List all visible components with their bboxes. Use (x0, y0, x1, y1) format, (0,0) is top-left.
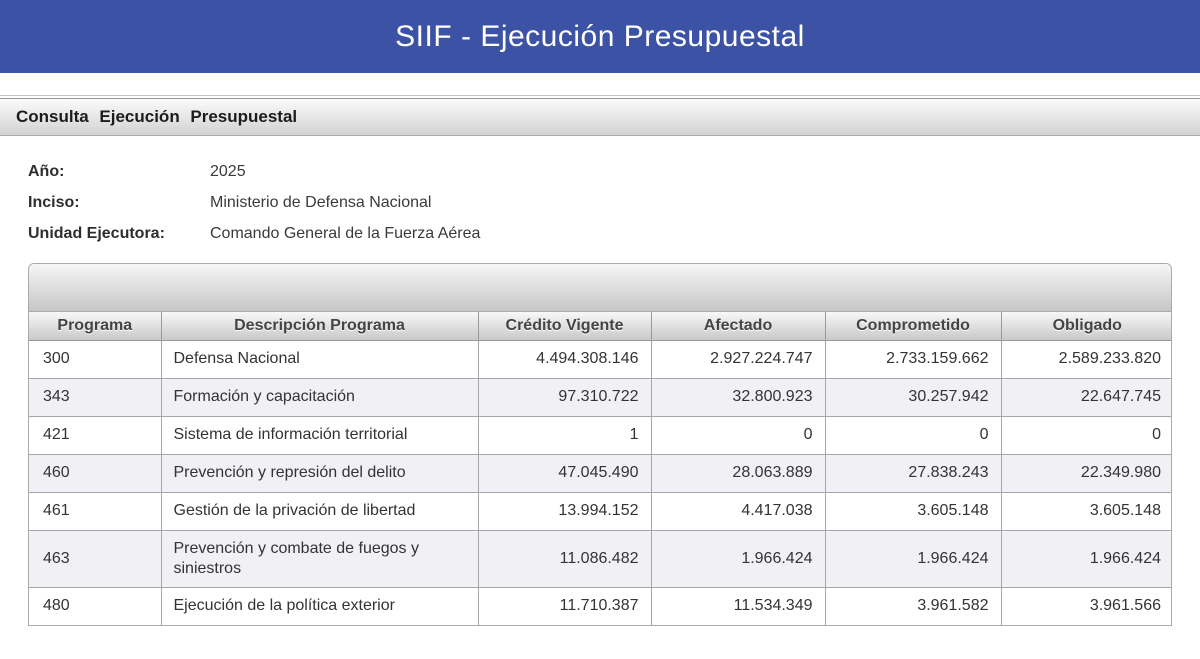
cell-credito-vigente: 11.086.482 (477, 530, 651, 588)
spacer (0, 96, 1200, 98)
cell-programa: 421 (29, 416, 161, 455)
table-row[interactable]: 463 Prevención y combate de fuegos y sini… (29, 530, 1171, 588)
cell-programa: 463 (29, 530, 161, 588)
filter-label: Unidad Ejecutora: (28, 224, 165, 242)
filters-panel: Año: 2025 Inciso: Ministerio de Defensa … (28, 156, 1200, 249)
cell-programa: 343 (29, 378, 161, 417)
app-header: SIIF - Ejecución Presupuestal (0, 0, 1200, 73)
filter-row-inciso: Inciso: Ministerio de Defensa Nacional (28, 187, 1200, 218)
filter-label: Año: (28, 162, 65, 180)
table-row[interactable]: 300 Defensa Nacional 4.494.308.146 2.927.22… (29, 340, 1171, 379)
filter-value: Comando General de la Fuerza Aérea (210, 224, 481, 242)
cell-afectado: 28.063.889 (650, 454, 825, 493)
cell-afectado: 32.800.923 (650, 378, 825, 417)
cell-afectado: 4.417.038 (650, 492, 825, 531)
cell-programa: 461 (29, 492, 161, 531)
column-header-descripcion-programa: Descripción Programa (160, 312, 478, 341)
filter-row-anio: Año: 2025 (28, 156, 1200, 187)
cell-obligado: 2.589.233.820 (1000, 340, 1171, 379)
table-top-band (29, 264, 1171, 312)
cell-afectado: 11.534.349 (650, 587, 825, 625)
cell-afectado: 2.927.224.747 (650, 340, 825, 379)
cell-descripcion: Prevención y combate de fuegos y siniest… (160, 530, 478, 588)
filter-row-unidad-ejecutora: Unidad Ejecutora: Comando General de la … (28, 218, 1200, 249)
table-row[interactable]: 343 Formación y capacitación 97.310.722 32.… (29, 378, 1171, 417)
cell-obligado: 3.961.566 (1000, 587, 1171, 625)
section-title: Consulta Ejecución Presupuestal (16, 107, 298, 126)
filter-value: Ministerio de Defensa Nacional (210, 193, 432, 211)
column-header-afectado: Afectado (650, 312, 825, 341)
cell-credito-vigente: 4.494.308.146 (477, 340, 651, 379)
cell-comprometido: 30.257.942 (824, 378, 1001, 417)
table-row[interactable]: 480 Ejecución de la política exterior 11.7… (29, 587, 1171, 625)
cell-comprometido: 1.966.424 (824, 530, 1001, 588)
divider-line (0, 95, 1200, 96)
cell-descripcion: Prevención y represión del delito (160, 454, 478, 493)
app-title: SIIF - Ejecución Presupuestal (395, 19, 805, 53)
cell-comprometido: 3.961.582 (824, 587, 1001, 625)
section-header: Consulta Ejecución Presupuestal (0, 98, 1200, 136)
cell-obligado: 3.605.148 (1000, 492, 1171, 531)
cell-comprometido: 27.838.243 (824, 454, 1001, 493)
cell-programa: 300 (29, 340, 161, 379)
cell-credito-vigente: 13.994.152 (477, 492, 651, 531)
table-row[interactable]: 461 Gestión de la privación de libertad 13… (29, 492, 1171, 531)
cell-credito-vigente: 97.310.722 (477, 378, 651, 417)
cell-programa: 460 (29, 454, 161, 493)
cell-obligado: 1.966.424 (1000, 530, 1171, 588)
table-header-row: Programa Descripción Programa Crédito Vi… (29, 312, 1171, 341)
column-header-comprometido: Comprometido (824, 312, 1001, 341)
cell-comprometido: 0 (824, 416, 1001, 455)
filter-value: 2025 (210, 162, 246, 180)
table-row[interactable]: 421 Sistema de información territorial 1 0 0… (29, 416, 1171, 455)
cell-credito-vigente: 47.045.490 (477, 454, 651, 493)
budget-table-container: Programa Descripción Programa Crédito Vi… (28, 263, 1172, 626)
cell-obligado: 0 (1000, 416, 1171, 455)
column-header-obligado: Obligado (1000, 312, 1171, 341)
cell-comprometido: 3.605.148 (824, 492, 1001, 531)
cell-credito-vigente: 11.710.387 (477, 587, 651, 625)
spacer (0, 73, 1200, 95)
cell-afectado: 1.966.424 (650, 530, 825, 588)
table-row[interactable]: 460 Prevención y represión del delito 47.0… (29, 454, 1171, 493)
cell-afectado: 0 (650, 416, 825, 455)
cell-descripcion: Gestión de la privación de libertad (160, 492, 478, 531)
cell-comprometido: 2.733.159.662 (824, 340, 1001, 379)
column-header-programa: Programa (29, 312, 161, 341)
cell-descripcion: Sistema de información territorial (160, 416, 478, 455)
cell-obligado: 22.349.980 (1000, 454, 1171, 493)
column-header-credito-vigente: Crédito Vigente (477, 312, 651, 341)
cell-credito-vigente: 1 (477, 416, 651, 455)
budget-table: Programa Descripción Programa Crédito Vi… (29, 312, 1171, 625)
filter-label: Inciso: (28, 193, 80, 211)
cell-descripcion: Formación y capacitación (160, 378, 478, 417)
cell-obligado: 22.647.745 (1000, 378, 1171, 417)
cell-descripcion: Defensa Nacional (160, 340, 478, 379)
cell-programa: 480 (43, 597, 70, 615)
cell-descripcion: Ejecución de la política exterior (160, 587, 478, 625)
